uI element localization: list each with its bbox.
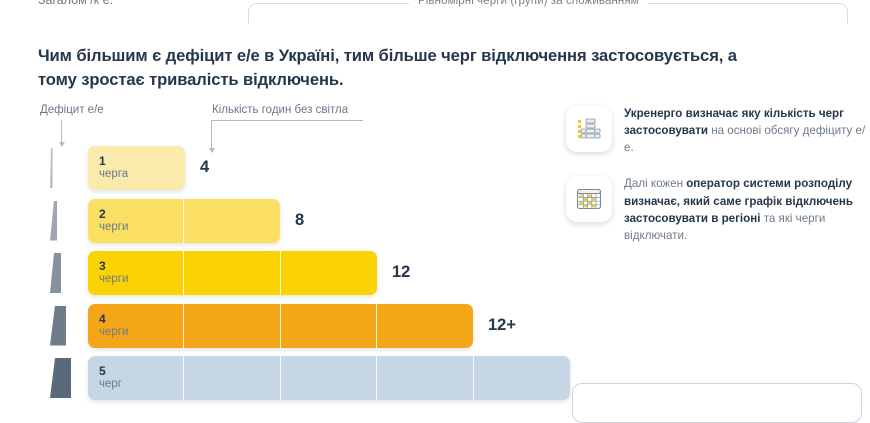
top-cut-label: Загалом /к е. bbox=[38, 0, 114, 7]
bar-segment bbox=[88, 251, 185, 295]
info-item-ukrenergo: Укренерго визначає яку кількість черг за… bbox=[566, 104, 866, 156]
bar-segment bbox=[88, 356, 185, 400]
schedule-grid-icon bbox=[566, 176, 612, 223]
deficit-wedge bbox=[50, 253, 61, 293]
bar-segment bbox=[88, 303, 185, 348]
deficit-wedge bbox=[50, 305, 66, 346]
bottom-rounded-container bbox=[572, 383, 862, 423]
uniform-queues-legend: Рівномірні черги (групи) за споживанням bbox=[409, 0, 648, 7]
deficit-axis-label: Дефіцит е/е bbox=[40, 104, 104, 116]
queue-bar[interactable] bbox=[88, 251, 377, 295]
hours-axis-label: Кількість годин без світла bbox=[212, 104, 349, 116]
bar-segment bbox=[281, 303, 377, 348]
deficit-wedge bbox=[50, 358, 71, 398]
bar-segment bbox=[281, 251, 377, 295]
bar-segment bbox=[184, 303, 281, 348]
info-item-operator: Далі кожен оператор системи розподілу ви… bbox=[566, 174, 866, 244]
chart-row: 3 черги 12 bbox=[88, 251, 558, 295]
queue-bar[interactable] bbox=[88, 146, 185, 190]
bar-segment bbox=[377, 356, 474, 400]
bar-segment bbox=[184, 199, 280, 243]
deficit-wedge bbox=[50, 200, 57, 241]
chart-row: 4 черги 12+ bbox=[88, 303, 558, 348]
top-strip: Загалом /к е. Рівномірні черги (групи) з… bbox=[0, 0, 870, 24]
page-title: Чим більшим є дефіцит е/е в Україні, тим… bbox=[38, 46, 737, 89]
hours-value: 4 bbox=[200, 158, 210, 176]
queue-bar[interactable] bbox=[88, 198, 280, 243]
queue-bar[interactable] bbox=[88, 303, 473, 348]
bar-segment bbox=[377, 304, 473, 348]
queue-bar[interactable] bbox=[88, 356, 570, 400]
info-panel: Укренерго визначає яку кількість черг за… bbox=[566, 104, 866, 262]
stacked-bars-icon bbox=[566, 106, 612, 152]
bar-segment bbox=[281, 356, 378, 400]
info-text-ukrenergo: Укренерго визначає яку кількість черг за… bbox=[624, 107, 866, 155]
hours-value: 12 bbox=[392, 263, 411, 281]
hours-value: 12+ bbox=[488, 315, 516, 334]
chart-row: 5 черг bbox=[88, 356, 570, 400]
uniform-queues-fieldset: Рівномірні черги (групи) за споживанням bbox=[248, 0, 848, 24]
chart-row: 2 черги 8 bbox=[88, 198, 558, 243]
deficit-wedge bbox=[50, 148, 53, 188]
queues-chart: Дефіцит е/е Кількість годин без світла 1… bbox=[0, 104, 570, 400]
hours-value: 8 bbox=[295, 210, 305, 229]
bar-segment bbox=[184, 356, 281, 400]
info-text-operator: Далі кожен оператор системи розподілу ви… bbox=[624, 177, 854, 242]
hours-arrow-icon bbox=[208, 120, 215, 153]
deficit-arrow-icon bbox=[58, 120, 65, 147]
bar-segment bbox=[88, 146, 185, 190]
hours-connector-line bbox=[211, 120, 363, 121]
bar-segment bbox=[88, 198, 184, 243]
chart-row: 1 черга 4 bbox=[88, 146, 558, 190]
deficit-wedge-column bbox=[50, 146, 76, 400]
bar-segment bbox=[184, 251, 281, 295]
bar-segment bbox=[474, 356, 570, 400]
